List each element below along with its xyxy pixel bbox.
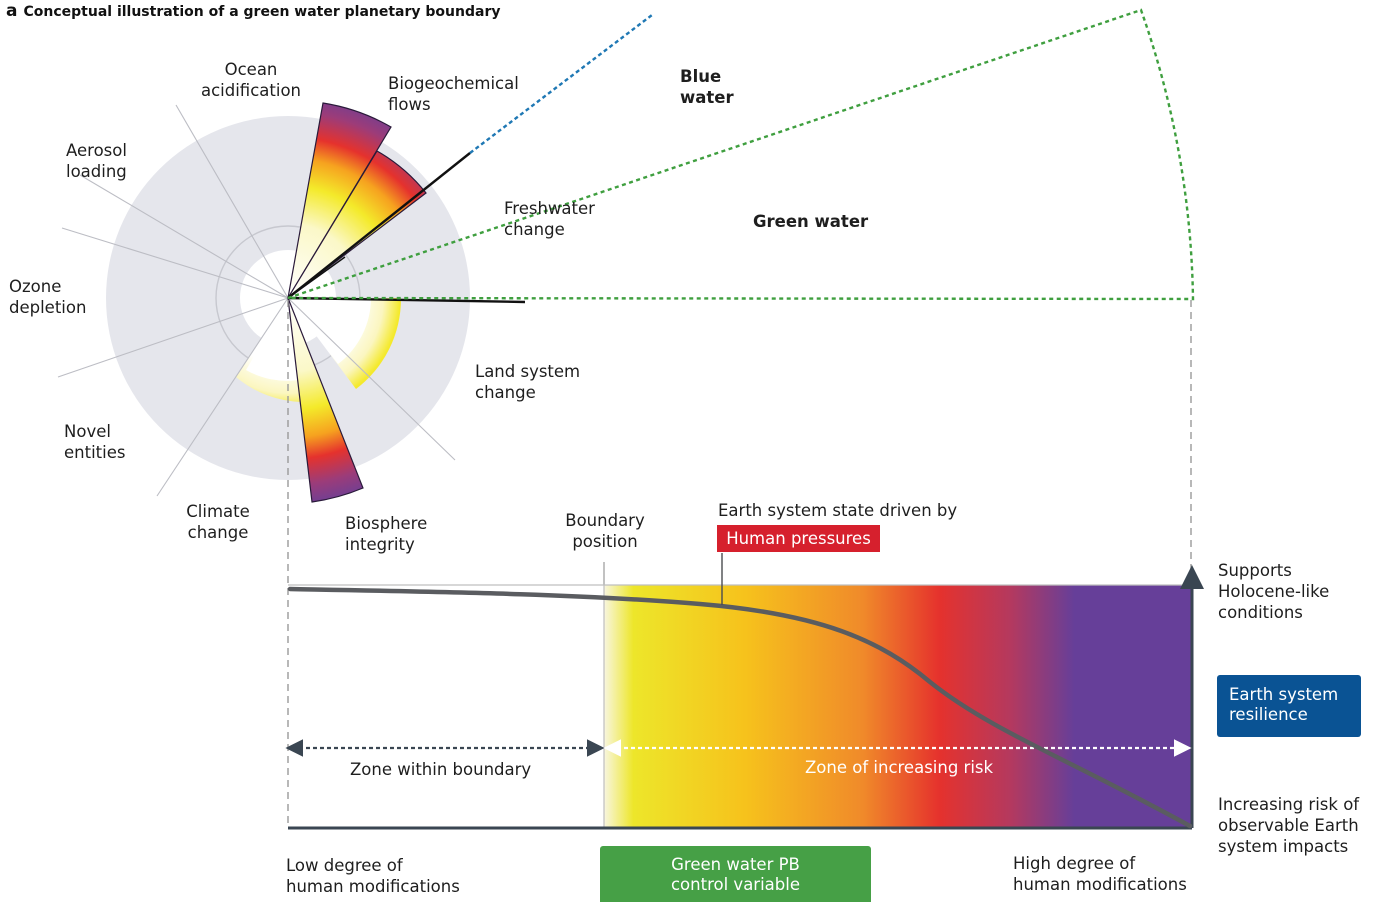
ozone-depletion-label: Ozone depletion: [9, 277, 87, 317]
aerosol-loading-label: Aerosol loading: [66, 141, 127, 181]
human-pressures-badge: Human pressures: [717, 525, 880, 552]
zone-risk-label: Zone of increasing risk: [805, 758, 994, 777]
biosphere-integrity-wedge: [287, 297, 364, 503]
zone-within-label: Zone within boundary: [350, 760, 532, 779]
zone-of-increasing-risk: [604, 585, 1192, 828]
green-water-label: Green water: [753, 212, 869, 231]
biogeochemical-flows-label: Biogeochemical flows: [388, 74, 519, 114]
earth-system-resilience-badge: Earth system resilience: [1217, 675, 1361, 737]
climate-change-label: Climate change: [186, 502, 250, 542]
biosphere-integrity-label: Biosphere integrity: [345, 514, 428, 554]
biogeochemical-flows-wedge-n: [287, 102, 392, 299]
novel-entities-label: Novel entities: [64, 422, 126, 462]
ocean-acidification-label: Ocean acidification: [200, 60, 301, 100]
blue-water-line: [287, 152, 471, 299]
control-variable-badge: Green water PB control variable: [600, 846, 871, 902]
land-system-change-label: Land system change: [475, 362, 581, 402]
impacts-risk-label: Increasing risk of observable Earth syst…: [1218, 795, 1360, 856]
earth-system-state-curve: [287, 586, 1193, 829]
holocene-conditions-label: Supports Holocene-like conditions: [1218, 561, 1330, 622]
boundary-position-label: Boundary position: [565, 511, 645, 551]
biogeochemical-flows-wedge-p: [287, 150, 427, 299]
risk-panel: [285, 553, 1204, 830]
title-text: Conceptual illustration of a green water…: [23, 4, 501, 20]
low-modification-label: Low degree of human modifications: [286, 856, 460, 896]
green-water-sector: [287, 8, 1195, 301]
blue-water-label: Blue water: [680, 67, 734, 107]
panel-label: a: [6, 1, 18, 21]
figure-title: a Conceptual illustration of a green wate…: [6, 1, 500, 22]
high-modification-label: High degree of human modifications: [1013, 854, 1187, 894]
planetary-boundaries-wheel: [57, 8, 1195, 503]
blue-water-extension: [469, 14, 653, 154]
curve-label: Earth system state driven by: [718, 501, 958, 520]
freshwater-change-label: Freshwater change: [504, 199, 595, 239]
